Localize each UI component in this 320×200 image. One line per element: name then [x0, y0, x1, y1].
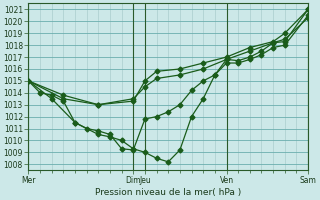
- X-axis label: Pression niveau de la mer( hPa ): Pression niveau de la mer( hPa ): [95, 188, 241, 197]
